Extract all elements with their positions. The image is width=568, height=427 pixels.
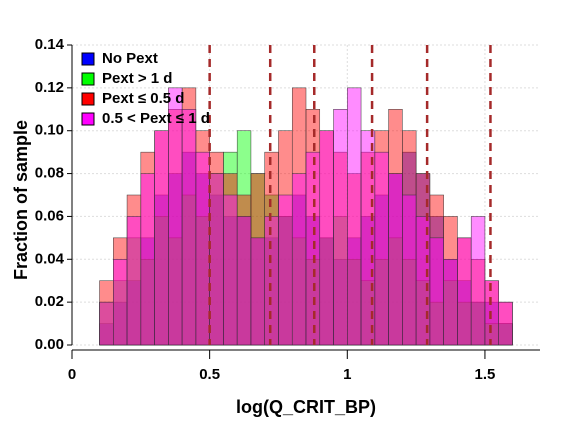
bar (140, 173, 155, 346)
legend-swatch (81, 112, 95, 126)
y-tick-label: 0.06 (35, 207, 64, 224)
bar (457, 237, 472, 346)
bar (319, 130, 334, 346)
bar (374, 151, 389, 346)
bar (223, 194, 238, 346)
x-tick-label: 0 (68, 366, 76, 383)
bar (429, 237, 444, 346)
x-tick-label: 1.5 (475, 366, 496, 383)
legend-label: No Pext (102, 50, 158, 67)
y-tick-label: 0.04 (35, 250, 65, 267)
bar (209, 173, 224, 346)
bar (443, 259, 458, 346)
bar (154, 130, 169, 346)
y-tick-label: 0.14 (35, 36, 65, 53)
bar (484, 280, 499, 346)
y-tick-label: 0.10 (35, 122, 64, 139)
legend-swatch (81, 92, 95, 106)
y-tick-label: 0.00 (35, 336, 64, 353)
bar (181, 109, 197, 346)
bar (113, 259, 128, 346)
x-axis-label: log(Q_CRIT_BP) (236, 397, 376, 417)
bar (126, 216, 142, 346)
bar (402, 194, 417, 346)
bar (388, 173, 403, 346)
bar (305, 151, 321, 346)
bar (333, 109, 348, 346)
bar (236, 216, 252, 346)
bar (347, 87, 362, 346)
x-tick-label: 0.5 (199, 366, 220, 383)
legend-label: Pext > 1 d (102, 70, 172, 87)
bar (195, 151, 210, 346)
bar (264, 216, 279, 346)
y-tick-label: 0.12 (35, 79, 64, 96)
bar (250, 237, 265, 346)
legend-swatch (81, 72, 95, 86)
y-tick-label: 0.02 (35, 293, 64, 310)
legend-swatch (81, 52, 95, 66)
bar (278, 194, 293, 346)
bar (498, 301, 513, 346)
y-axis-label: Fraction of sample (11, 120, 31, 280)
legend-label: Pext ≤ 0.5 d (102, 90, 184, 107)
bar (470, 216, 486, 346)
x-tick-label: 1 (343, 366, 351, 383)
legend-label: 0.5 < Pext ≤ 1 d (102, 110, 210, 127)
bar (291, 173, 307, 346)
y-tick-label: 0.08 (35, 165, 64, 182)
bar (99, 301, 114, 346)
